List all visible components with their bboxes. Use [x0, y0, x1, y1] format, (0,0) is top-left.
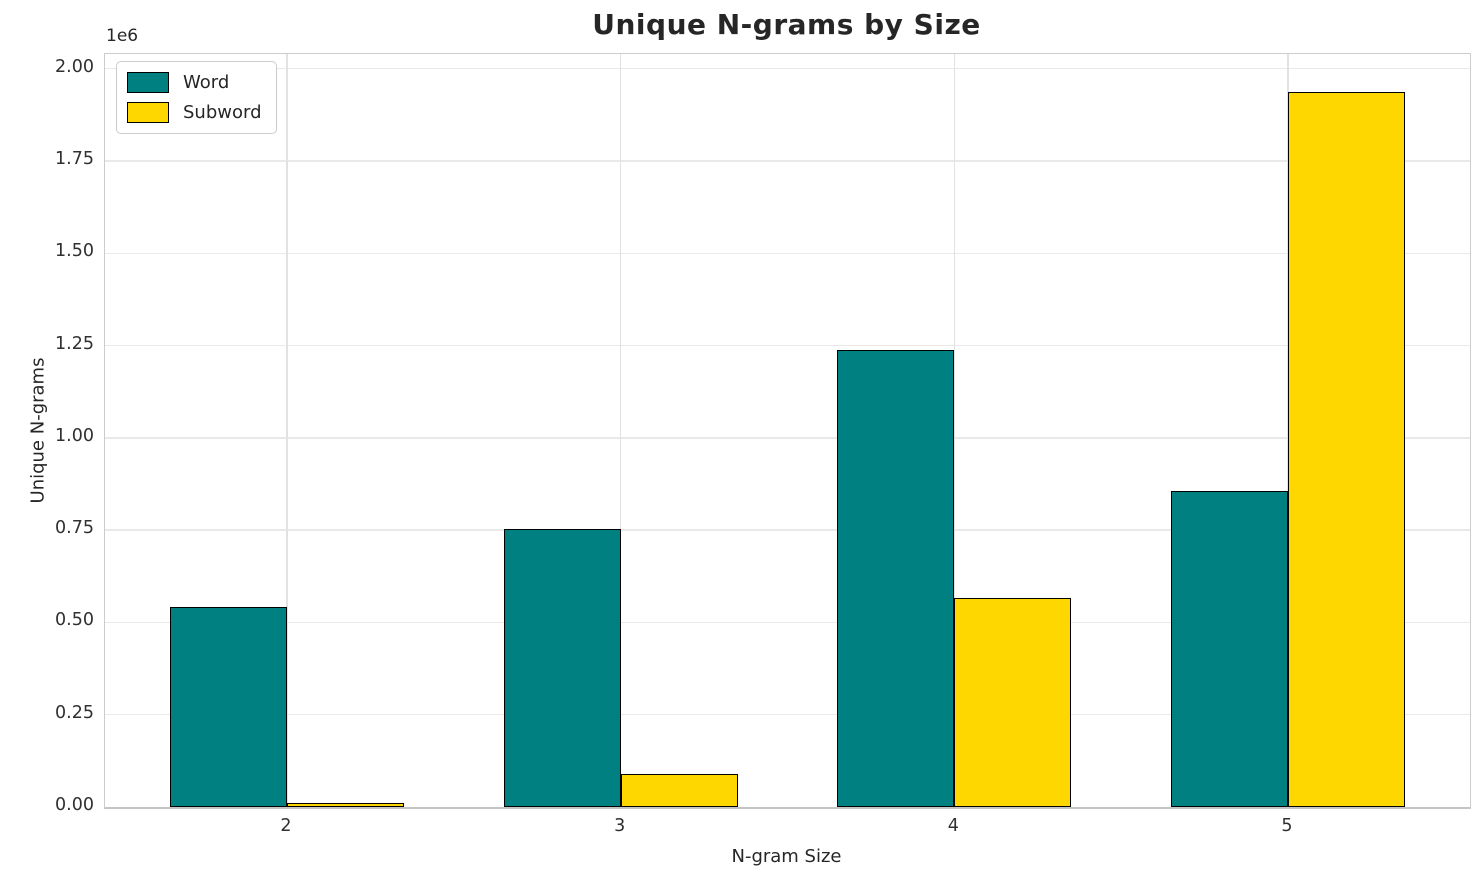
legend-item-word: Word — [127, 72, 262, 93]
legend-swatch-word — [127, 72, 169, 93]
bar-word-4 — [837, 350, 955, 807]
v-gridline — [1287, 54, 1289, 807]
y-axis-offset-text: 1e6 — [106, 26, 139, 46]
h-gridline — [105, 252, 1470, 254]
h-gridline — [105, 344, 1470, 347]
y-tick-label: 0.75 — [55, 518, 94, 539]
bar-word-5 — [1170, 491, 1288, 807]
plot-area: Word Subword — [104, 53, 1471, 809]
bar-word-2 — [170, 607, 287, 807]
y-tick-label: 0.25 — [55, 702, 94, 723]
x-tick-label: 5 — [1281, 816, 1293, 836]
y-tick-label: 2.00 — [55, 56, 94, 77]
y-tick-label: 0.00 — [55, 795, 94, 815]
y-tick-label: 0.50 — [55, 610, 94, 631]
x-axis-label: N-gram Size — [731, 846, 842, 867]
h-gridline — [105, 529, 1470, 531]
legend-swatch-subword — [127, 102, 169, 123]
bar-subword-3 — [620, 774, 738, 807]
y-tick-label: 1.75 — [55, 149, 94, 170]
x-tick-label: 3 — [614, 816, 626, 836]
x-tick-label: 4 — [947, 816, 959, 836]
h-gridline — [105, 621, 1470, 624]
y-tick-label: 1.25 — [55, 333, 94, 354]
bar-subword-4 — [954, 598, 1072, 807]
h-gridline — [105, 68, 1470, 70]
h-gridline — [105, 160, 1470, 162]
x-tick-label: 2 — [280, 816, 292, 836]
legend-label-word: Word — [183, 72, 230, 93]
y-tick-label: 1.50 — [55, 241, 94, 262]
bar-word-3 — [503, 529, 621, 807]
h-gridline — [105, 714, 1470, 716]
bar-subword-2 — [287, 803, 404, 807]
chart-title: Unique N-grams by Size — [592, 8, 981, 41]
h-gridline — [105, 437, 1470, 439]
legend-label-subword: Subword — [183, 102, 262, 123]
legend: Word Subword — [116, 61, 277, 134]
v-gridline — [619, 54, 622, 807]
v-gridline — [286, 54, 288, 807]
bar-subword-5 — [1287, 92, 1405, 807]
legend-item-subword: Subword — [127, 102, 262, 123]
y-tick-label: 1.00 — [55, 425, 94, 446]
